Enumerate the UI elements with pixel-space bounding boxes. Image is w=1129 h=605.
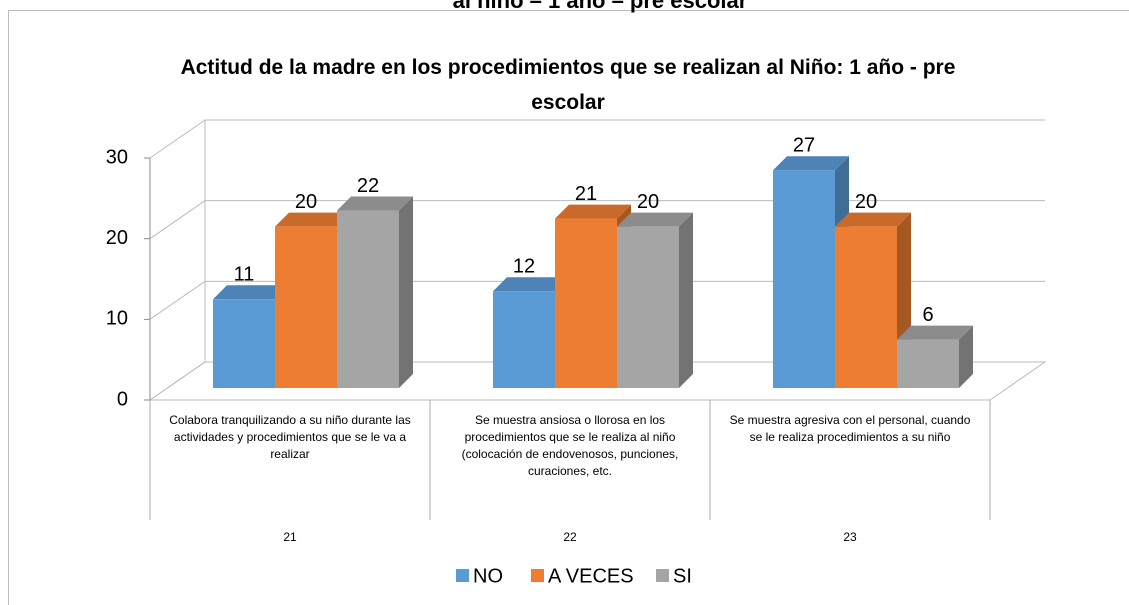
bar — [213, 299, 275, 388]
bar — [337, 210, 399, 388]
bar-side — [959, 325, 973, 388]
data-label: 22 — [357, 175, 379, 197]
y-tick-label: 0 — [117, 388, 128, 410]
bar — [835, 226, 897, 388]
legend-label: NO — [473, 565, 503, 587]
x-group-label: 23 — [843, 530, 857, 544]
bar — [493, 291, 555, 388]
data-label: 12 — [513, 255, 535, 277]
y-tick-label: 30 — [106, 146, 128, 168]
grid-line — [149, 200, 1045, 240]
bar-top — [617, 212, 693, 227]
legend-label: SI — [673, 565, 692, 587]
y-tick-label: 20 — [106, 227, 128, 249]
legend-swatch — [656, 569, 669, 582]
x-group-label: 22 — [563, 530, 577, 544]
x-tick-label: Se muestra agresiva con el personal, cua… — [729, 413, 971, 444]
bar-side — [679, 212, 693, 388]
data-label: 21 — [575, 183, 597, 205]
x-group-label: 21 — [283, 530, 297, 544]
bar-top — [555, 204, 631, 219]
data-label: 6 — [922, 304, 933, 326]
bar-top — [493, 277, 569, 292]
bar — [897, 339, 959, 388]
bar-top — [337, 196, 413, 211]
x-tick-label: Colabora tranquilizando a su niño durant… — [169, 413, 411, 461]
bar — [275, 226, 337, 388]
bar-top — [275, 212, 351, 227]
data-label: 20 — [855, 191, 877, 213]
y-tick-label: 10 — [106, 308, 128, 330]
bar — [773, 170, 835, 388]
bar-top — [213, 285, 289, 300]
bar-top — [773, 156, 849, 171]
bar-top — [897, 325, 973, 340]
grid-line — [149, 119, 1045, 159]
grid-line — [149, 361, 1045, 401]
legend-label: A VECES — [548, 565, 634, 587]
page-heading: al niño – 1 año – pre escolar — [453, 0, 748, 13]
data-label: 20 — [295, 191, 317, 213]
bar — [555, 218, 617, 388]
legend-swatch — [531, 569, 544, 582]
data-label: 20 — [637, 191, 659, 213]
chart-title: Actitud de la madre en los procedimiento… — [181, 56, 956, 114]
grid-line — [149, 280, 1045, 320]
legend-swatch — [456, 569, 469, 582]
bar — [617, 226, 679, 388]
bar-top — [835, 212, 911, 227]
data-label: 27 — [793, 134, 815, 156]
x-tick-label: Se muestra ansiosa o llorosa en los proc… — [461, 413, 679, 478]
data-label: 11 — [234, 264, 255, 286]
bar-side — [399, 196, 413, 388]
